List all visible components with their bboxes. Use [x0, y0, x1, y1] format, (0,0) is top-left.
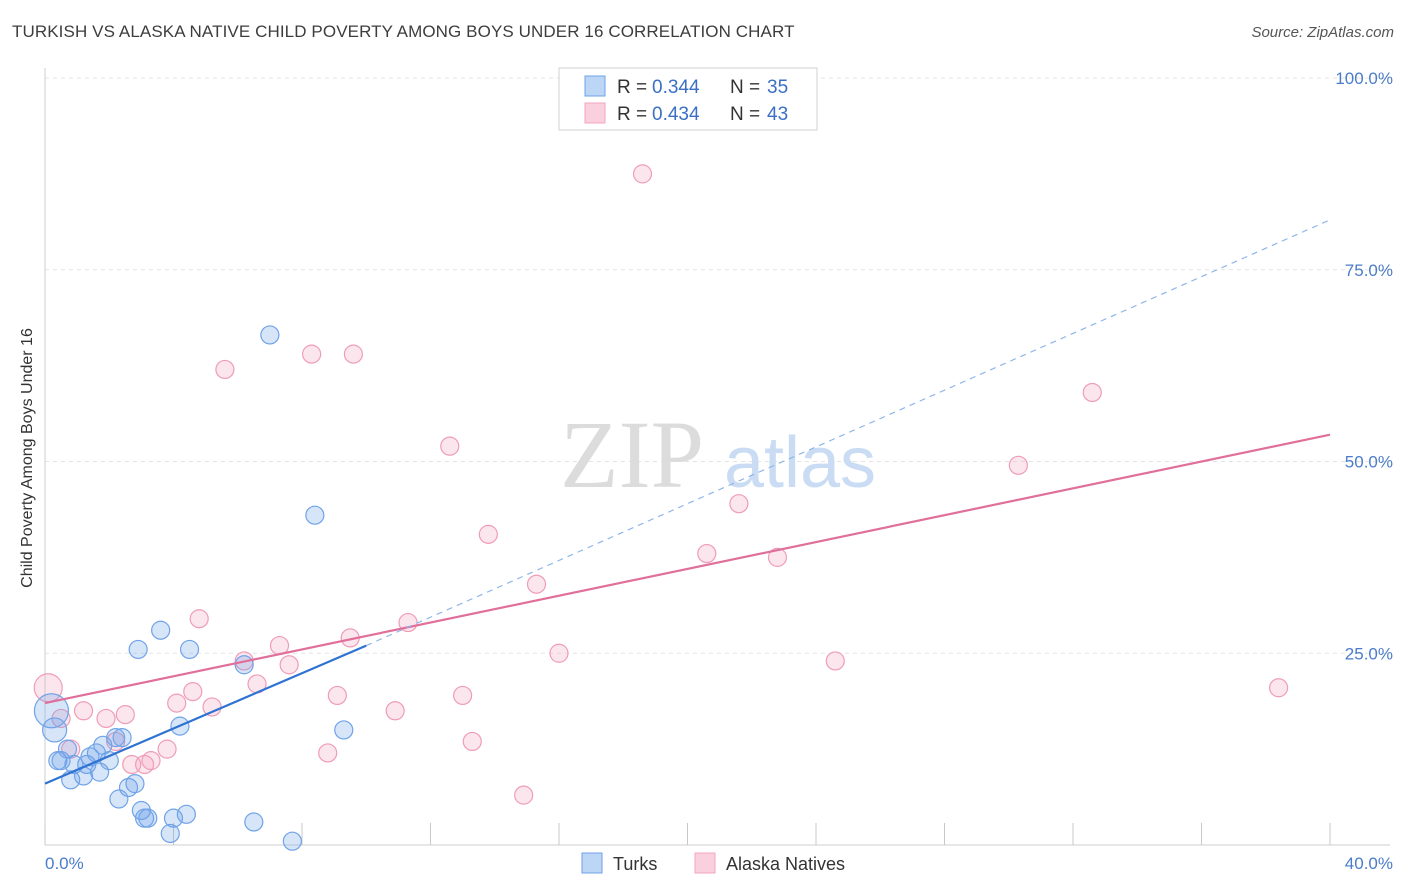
- turks-point-25: [163, 808, 184, 828]
- turks-trend-line: [44, 644, 367, 785]
- turks-point-32: [282, 831, 302, 851]
- legend-alaska-n-label: N =: [730, 104, 760, 125]
- turks-point-24: [160, 823, 180, 844]
- x-tick-label-0: 0.0%: [45, 854, 84, 873]
- alaska-point-35: [697, 543, 717, 564]
- turks-point-28: [179, 639, 200, 660]
- turks-point-27: [176, 804, 196, 824]
- alaska-point-41: [1268, 678, 1289, 698]
- turks-point-19: [128, 639, 148, 660]
- alaska-point-30: [478, 524, 498, 544]
- turks-point-3: [51, 751, 71, 771]
- alaska-point-6: [115, 705, 135, 725]
- alaska-point-21: [318, 743, 338, 763]
- alaska-point-13: [189, 609, 209, 629]
- alaska-point-3: [73, 701, 94, 721]
- alaska-point-28: [453, 685, 473, 706]
- axes: [44, 68, 1390, 846]
- alaska-point-27: [440, 436, 460, 456]
- alaska-point-9: [141, 751, 161, 771]
- chart-title: TURKISH VS ALASKA NATIVE CHILD POVERTY A…: [12, 22, 795, 41]
- watermark: ZIP atlas: [560, 401, 876, 508]
- tick-labels: 25.0% 50.0% 75.0% 100.0% 0.0% 40.0%: [45, 69, 1393, 873]
- alaska-point-14: [202, 697, 222, 717]
- legend-turks-n-value: 35: [767, 77, 788, 98]
- legend-alaska-r-label: R =: [617, 104, 647, 125]
- turks-point-31: [260, 325, 280, 345]
- turks-point-30: [244, 812, 264, 832]
- bottom-legend-turks: Turks: [613, 854, 657, 874]
- y-tick-label-0: 25.0%: [1345, 644, 1393, 663]
- turks-point-1: [42, 717, 68, 743]
- turks-point-23: [151, 620, 171, 640]
- legend-alaska-r-value: 0.434: [652, 104, 700, 125]
- alaska-point-11: [167, 693, 187, 713]
- turks-point-14: [106, 728, 126, 748]
- alaska-point-32: [526, 574, 547, 594]
- legend-turks-n-label: N =: [730, 77, 760, 98]
- turks-point-18: [125, 774, 145, 794]
- alaska-point-22: [327, 685, 347, 706]
- y-tick-label-2: 75.0%: [1345, 261, 1393, 280]
- turks-point-22: [138, 808, 158, 828]
- alaska-point-24: [343, 344, 363, 364]
- alaska-point-33: [549, 643, 569, 663]
- alaska-point-34: [632, 164, 653, 184]
- alaska-point-40: [1082, 382, 1102, 403]
- gridlines: [45, 77, 1390, 654]
- bottom-swatch-turks: [581, 852, 603, 874]
- alaska-point-25: [385, 701, 405, 721]
- watermark-atlas: atlas: [724, 423, 876, 503]
- legend-bottom: Turks Alaska Natives: [581, 852, 845, 874]
- legend-turks-r-value: 0.344: [652, 77, 700, 98]
- alaska-points: [33, 164, 1289, 805]
- turks-point-15: [112, 728, 132, 748]
- alaska-point-38: [825, 651, 845, 671]
- watermark-zip: ZIP: [560, 401, 704, 508]
- alaska-point-15: [215, 359, 235, 380]
- legend-turks-r-label: R =: [617, 77, 647, 98]
- alaska-point-29: [462, 731, 482, 752]
- source-label: Source: ZipAtlas.com: [1251, 24, 1394, 41]
- legend-swatch-turks: [584, 75, 606, 97]
- alaska-point-19: [279, 655, 299, 675]
- turks-points: [33, 325, 354, 851]
- legend-top: R = 0.344 N = 35 R = 0.434 N = 43: [558, 67, 818, 131]
- bottom-swatch-alaska: [694, 852, 716, 874]
- alaska-point-10: [157, 739, 177, 759]
- turks-point-29: [234, 655, 254, 675]
- turks-point-20: [131, 800, 151, 821]
- x-tick-label-1: 40.0%: [1345, 854, 1393, 873]
- alaska-point-31: [514, 785, 534, 805]
- alaska-point-4: [96, 708, 116, 729]
- y-tick-label-3: 100.0%: [1335, 69, 1393, 88]
- legend-swatch-alaska: [584, 102, 606, 124]
- legend-alaska-n-value: 43: [767, 104, 788, 125]
- alaska-point-37: [767, 547, 788, 567]
- alaska-point-39: [1008, 455, 1028, 475]
- turks-point-33: [305, 505, 325, 525]
- alaska-point-12: [183, 681, 203, 702]
- bottom-legend-alaska: Alaska Natives: [726, 854, 845, 874]
- alaska-trend-line: [44, 433, 1331, 705]
- alaska-point-36: [729, 494, 749, 514]
- trend-lines: [44, 219, 1331, 785]
- turks-point-34: [334, 720, 354, 740]
- y-tick-label-1: 50.0%: [1345, 453, 1393, 472]
- alaska-point-20: [302, 344, 322, 364]
